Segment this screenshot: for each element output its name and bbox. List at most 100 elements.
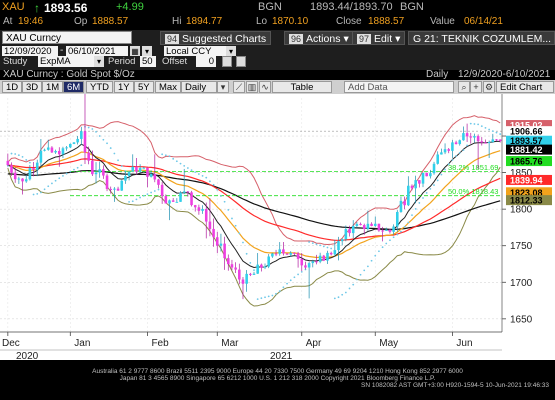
bar-chart-icon[interactable]: ▥ <box>246 81 258 93</box>
sar-dot <box>25 159 28 161</box>
price-change: +4.99 <box>116 1 144 13</box>
edit-button[interactable]: 97 Edit ▾ <box>352 31 406 45</box>
start-date-input[interactable]: 12/09/2020 <box>2 46 58 57</box>
offset-input[interactable]: 0 <box>196 56 216 67</box>
range-button-1m[interactable]: 1M <box>42 81 64 93</box>
candle-body <box>142 167 146 169</box>
sar-dot <box>69 170 72 173</box>
study-select[interactable]: ExpMA <box>38 56 94 67</box>
price-label: 1812.33 <box>510 196 543 206</box>
date-range-label: 12/9/2020-6/10/2021 <box>458 69 551 80</box>
quote-header: XAU ↑ 1893.56 +4.99 BGN 1893.44/1893.70 … <box>0 0 555 16</box>
chevron-down-icon[interactable]: ▾ <box>226 46 236 57</box>
add-data-input[interactable]: Add Data <box>344 81 454 93</box>
x-tick-label: Mar <box>221 338 239 349</box>
range-button-ytd[interactable]: YTD <box>86 81 113 93</box>
table-button[interactable]: Table <box>272 81 332 93</box>
range-button-max[interactable]: Max <box>155 81 181 93</box>
sar-dot <box>462 149 465 152</box>
grid <box>0 98 502 332</box>
candle-body <box>454 142 458 145</box>
zoom-icon[interactable]: ⌕ <box>458 81 470 93</box>
suggested-charts-button[interactable]: 94 Suggested Charts <box>160 31 272 45</box>
price-label: 1893.57 <box>510 136 543 146</box>
sar-dot <box>455 155 457 157</box>
security-description: XAU Curncy : Gold Spot $/Oz <box>3 69 135 80</box>
candle-body <box>6 160 10 166</box>
sar-dot <box>363 269 366 272</box>
sar-dot <box>385 242 388 245</box>
date-separator: - <box>60 46 64 56</box>
candle-body <box>182 191 186 193</box>
sar-dot <box>197 173 200 175</box>
sar-dot <box>91 128 94 130</box>
sar-dot <box>403 225 406 228</box>
candle-body <box>76 138 79 143</box>
study-checkbox[interactable] <box>222 56 232 67</box>
candle-body <box>311 261 315 264</box>
chevron-down-icon[interactable]: ▾ <box>217 81 229 93</box>
price-chart[interactable]: 38.2% 1851.69 50.0% 1818.43 1650 1700 1750 1… <box>0 94 555 360</box>
up-arrow-icon: ↑ <box>34 1 40 15</box>
actions-label: Actions <box>306 33 341 45</box>
calendar-icon[interactable]: ▦ <box>130 46 140 57</box>
end-date-input[interactable]: 06/10/2021 <box>66 46 128 57</box>
candle-body <box>370 223 373 226</box>
bid-source: BGN <box>258 1 282 13</box>
candle-body <box>80 131 83 139</box>
edit-chart-button[interactable]: Edit Chart <box>496 81 554 93</box>
candle-body <box>337 241 340 251</box>
sar-dot <box>150 191 153 194</box>
study-checkbox[interactable] <box>236 56 246 67</box>
sar-dot <box>186 167 189 169</box>
range-button-5y[interactable]: 5Y <box>134 81 154 93</box>
parabolic-sar <box>6 122 502 300</box>
range-button-1y[interactable]: 1Y <box>114 81 134 93</box>
range-button-1d[interactable]: 1D <box>2 81 23 93</box>
page-title-button[interactable]: G 21: TEKNIK COZUMLEM... <box>408 31 555 45</box>
settings-icon[interactable]: ⚙ <box>483 81 495 93</box>
chevron-down-icon[interactable]: ▾ <box>94 56 104 67</box>
x-tick-label: Feb <box>151 338 169 349</box>
sar-dot <box>212 183 215 186</box>
sar-dot <box>256 298 259 300</box>
price-label: 1865.76 <box>510 157 543 167</box>
sar-dot <box>407 221 410 224</box>
candle-body <box>498 139 502 142</box>
candle-body <box>421 172 425 184</box>
candle-body <box>87 152 90 161</box>
period-input[interactable]: 50 <box>140 56 156 67</box>
compare-chart-icon[interactable]: ∿ <box>259 81 271 93</box>
range-button-6m[interactable]: 6M <box>63 81 85 93</box>
candle-body <box>476 136 480 142</box>
candle-body <box>83 131 87 153</box>
candle-body <box>208 221 212 229</box>
sar-dot <box>499 133 502 135</box>
candle-body <box>13 172 17 180</box>
candle-body <box>65 147 68 149</box>
sar-dot <box>341 293 344 296</box>
line-chart-icon[interactable]: ⟋ <box>233 81 245 93</box>
x-axis-area <box>0 332 555 360</box>
range-button-3d[interactable]: 3D <box>22 81 43 93</box>
candle-body <box>307 263 311 268</box>
last-price: 1893.56 <box>44 1 88 15</box>
candle-body <box>197 207 201 211</box>
candle-body <box>318 255 322 262</box>
candle-body <box>24 179 28 182</box>
bollinger-lower-line <box>7 166 501 307</box>
security-input[interactable]: XAU Curncy <box>2 31 132 44</box>
currency-select[interactable]: Local CCY <box>164 46 226 57</box>
candle-body <box>241 279 245 284</box>
sar-dot <box>378 250 380 253</box>
candle-body <box>407 185 410 206</box>
candle-body <box>296 253 300 259</box>
chevron-down-icon[interactable]: ▾ <box>142 46 152 57</box>
sar-dot <box>36 192 39 195</box>
sar-dot <box>209 180 211 183</box>
crosshair-icon[interactable]: + <box>470 81 482 93</box>
period-select[interactable]: Daily <box>181 81 217 93</box>
candle-body <box>362 225 366 229</box>
quote-stats: At 19:46 Op 1888.57 Hi 1894.77 Lo 1870.1… <box>0 16 555 29</box>
candle-body <box>131 166 135 172</box>
